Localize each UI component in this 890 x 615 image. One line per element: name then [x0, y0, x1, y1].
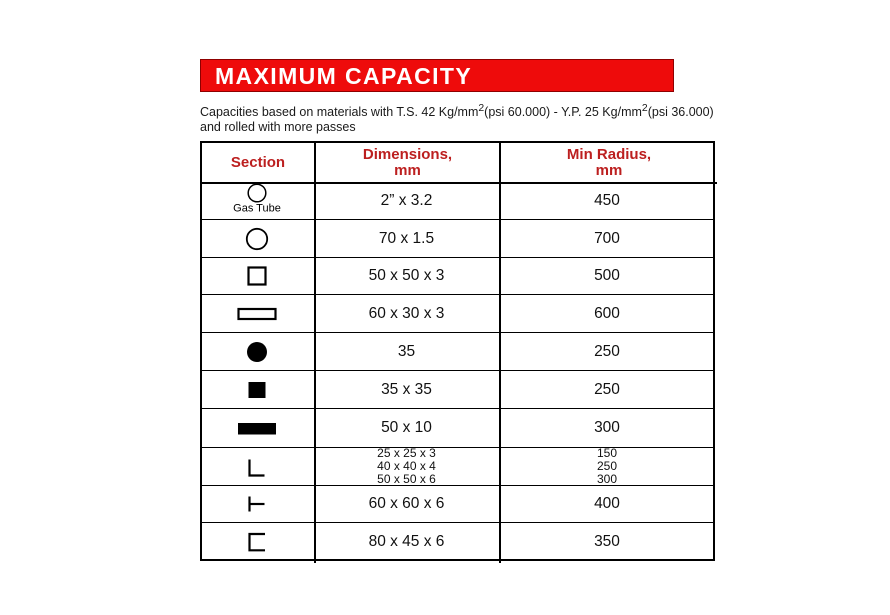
svg-text:Gas Tube: Gas Tube: [233, 203, 281, 215]
